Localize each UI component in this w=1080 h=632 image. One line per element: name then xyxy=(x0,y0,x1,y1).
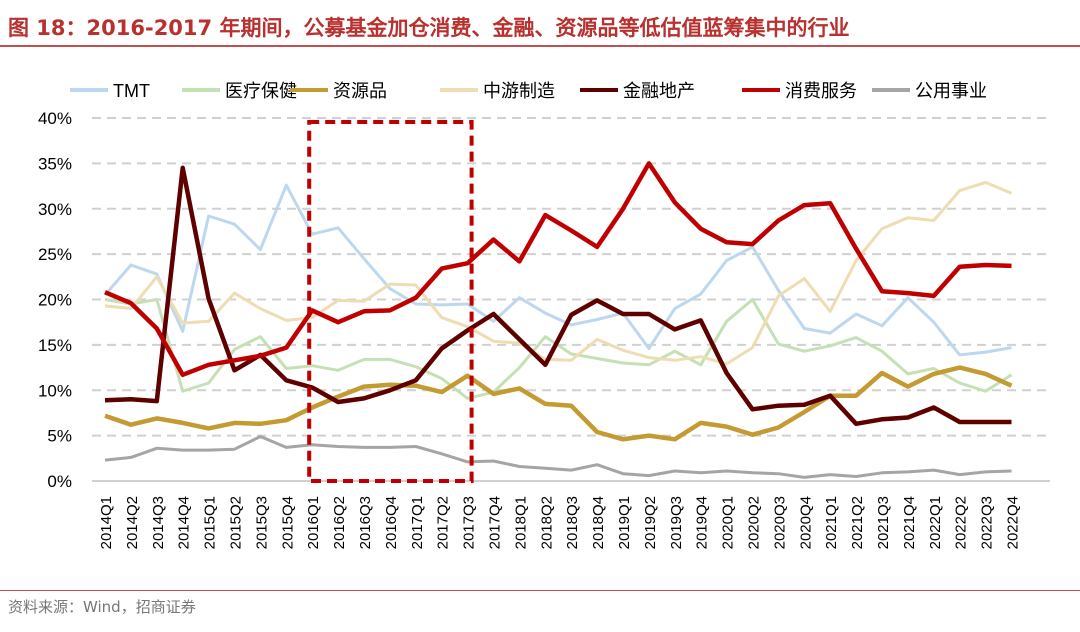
x-tick-label: 2015Q3 xyxy=(253,496,270,549)
series-line-0 xyxy=(103,183,1012,357)
y-tick-label: 10% xyxy=(38,381,72,400)
x-tick-label: 2015Q1 xyxy=(202,496,219,549)
footer-divider xyxy=(0,590,1080,591)
y-tick-label: 15% xyxy=(38,336,72,355)
x-tick-label: 2016Q2 xyxy=(331,496,348,549)
legend-label: 中游制造 xyxy=(483,81,555,101)
x-tick-label: 2022Q3 xyxy=(979,496,996,549)
legend-label: 资源品 xyxy=(333,81,387,101)
x-tick-label: 2014Q3 xyxy=(150,496,167,549)
y-tick-label: 40% xyxy=(38,109,72,128)
x-tick-label: 2014Q1 xyxy=(98,496,115,549)
x-tick-label: 2016Q3 xyxy=(357,496,374,549)
title-divider xyxy=(0,45,1080,47)
x-tick-label: 2017Q4 xyxy=(487,496,504,549)
y-tick-label: 30% xyxy=(38,200,72,219)
x-tick-label: 2018Q3 xyxy=(564,496,581,549)
x-tick-label: 2019Q4 xyxy=(694,496,711,549)
x-tick-label: 2017Q1 xyxy=(409,496,426,549)
x-tick-label: 2018Q2 xyxy=(538,496,555,549)
series-line-6 xyxy=(104,435,1012,479)
x-tick-label: 2018Q1 xyxy=(512,496,529,549)
legend-label: 消费服务 xyxy=(785,81,857,101)
series-line-5 xyxy=(104,161,1012,378)
legend-label: TMT xyxy=(113,81,150,101)
x-tick-label: 2020Q3 xyxy=(771,496,788,549)
x-tick-label: 2018Q4 xyxy=(590,496,607,549)
x-tick-label: 2016Q1 xyxy=(305,496,322,549)
source-note: 资料来源：Wind，招商证券 xyxy=(8,598,196,616)
y-tick-label: 5% xyxy=(47,427,72,446)
y-tick-label: 25% xyxy=(38,245,72,264)
x-tick-label: 2015Q2 xyxy=(228,496,245,549)
series-line-1 xyxy=(104,298,1013,400)
highlight-box xyxy=(307,120,474,483)
series-line-2 xyxy=(104,365,1013,442)
x-tick-label: 2022Q2 xyxy=(953,496,970,549)
x-tick-label: 2021Q2 xyxy=(849,496,866,549)
chart-title: 图 18：2016-2017 年期间，公募基金加仓消费、金融、资源品等低估值蓝筹… xyxy=(8,16,850,40)
x-tick-label: 2015Q4 xyxy=(279,496,296,549)
x-tick-label: 2020Q1 xyxy=(720,496,737,549)
legend-label: 公用事业 xyxy=(915,81,987,101)
x-tick-label: 2020Q2 xyxy=(746,496,763,549)
x-tick-label: 2021Q1 xyxy=(823,496,840,549)
x-tick-label: 2019Q1 xyxy=(616,496,633,549)
x-tick-label: 2017Q2 xyxy=(435,496,452,549)
x-tick-label: 2019Q2 xyxy=(642,496,659,549)
y-tick-label: 35% xyxy=(38,154,72,173)
y-tick-label: 0% xyxy=(47,472,72,491)
legend-label: 金融地产 xyxy=(623,81,695,101)
y-tick-label: 20% xyxy=(38,291,72,310)
legend-label: 医疗保健 xyxy=(225,81,297,101)
x-tick-label: 2022Q1 xyxy=(927,496,944,549)
x-tick-label: 2020Q4 xyxy=(797,496,814,549)
x-tick-label: 2022Q4 xyxy=(1005,496,1022,549)
x-tick-label: 2017Q3 xyxy=(461,496,478,549)
x-tick-label: 2021Q4 xyxy=(901,496,918,549)
x-tick-label: 2014Q4 xyxy=(176,496,193,549)
x-tick-label: 2021Q3 xyxy=(875,496,892,549)
x-tick-label: 2019Q3 xyxy=(668,496,685,549)
x-tick-label: 2016Q4 xyxy=(383,496,400,549)
x-tick-label: 2014Q2 xyxy=(124,496,141,549)
